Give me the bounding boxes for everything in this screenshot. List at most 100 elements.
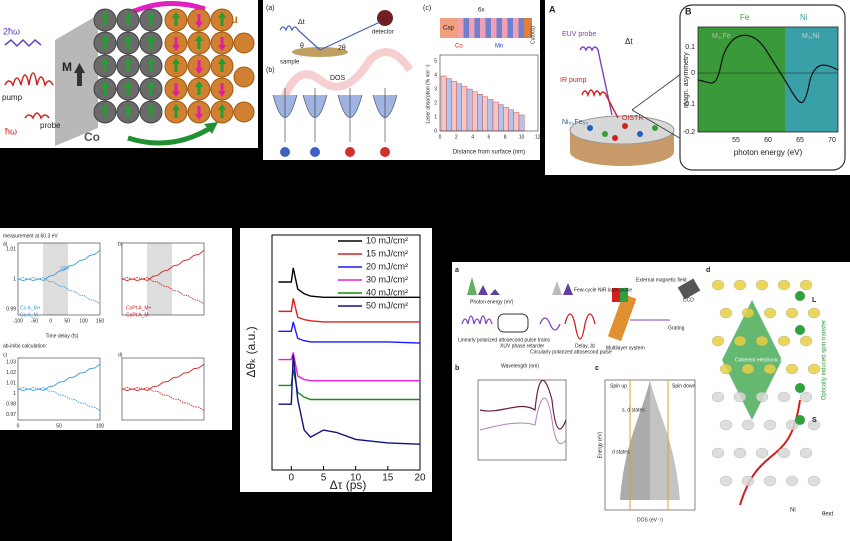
panel-spin-layers: 2ħω M pump ħω probe Co Cu bbox=[0, 0, 258, 148]
label: Optically induced spin transfer bbox=[822, 320, 828, 400]
series-line bbox=[278, 354, 421, 445]
atom bbox=[637, 131, 643, 137]
x-tick-label: 100 bbox=[79, 318, 88, 324]
spin-arrow bbox=[149, 64, 153, 72]
curve bbox=[479, 379, 567, 430]
curve bbox=[17, 363, 101, 391]
layer bbox=[474, 18, 480, 38]
spin-arrow bbox=[149, 87, 153, 95]
atom bbox=[777, 391, 791, 403]
layer bbox=[513, 18, 519, 38]
x-tick-label: 60 bbox=[764, 137, 772, 144]
y-tick-label: 1 bbox=[13, 276, 16, 282]
pump-beam bbox=[581, 89, 619, 119]
spin-atom bbox=[795, 415, 805, 425]
label: Co bbox=[84, 130, 100, 144]
x-tick-label: 6 bbox=[488, 134, 491, 140]
series-line bbox=[278, 321, 421, 344]
spin-arrow-head bbox=[195, 114, 203, 120]
label: Δt bbox=[625, 37, 633, 46]
label: a) bbox=[3, 241, 8, 247]
x-tick-label: 50 bbox=[64, 318, 70, 324]
layer bbox=[502, 18, 508, 38]
label: Co bbox=[455, 44, 463, 50]
atom bbox=[622, 123, 628, 129]
spin-arrow bbox=[197, 87, 201, 95]
label: Spin down bbox=[672, 383, 696, 389]
label: (a) bbox=[266, 5, 275, 12]
atom bbox=[602, 131, 608, 137]
spin-atom bbox=[795, 325, 805, 335]
label: s, d states bbox=[622, 407, 645, 413]
label: Ni bbox=[790, 508, 796, 514]
label: Mn bbox=[495, 44, 503, 50]
atom bbox=[719, 419, 733, 431]
layer bbox=[507, 18, 513, 38]
spin-arrow-head bbox=[124, 58, 132, 64]
atom bbox=[652, 125, 658, 131]
layer bbox=[458, 18, 464, 38]
absorption-bar bbox=[498, 104, 504, 132]
atom bbox=[799, 335, 813, 347]
atom bbox=[799, 279, 813, 291]
sample bbox=[607, 293, 637, 342]
panel-kerr-chart: Δτ (ps) Δθₖ (a.u.) 0 5 10 15 20 10 mJ/cm² 15 m… bbox=[240, 228, 432, 492]
y-tick-label: -0.2 bbox=[683, 129, 695, 136]
spin-arrow bbox=[103, 18, 107, 26]
legend: CoPt A_M+ bbox=[126, 305, 152, 311]
atom bbox=[763, 363, 777, 375]
atom bbox=[711, 279, 725, 291]
x-tick-label: -50 bbox=[31, 318, 38, 324]
label: DOS bbox=[330, 75, 346, 82]
legend-label: 40 mJ/cm² bbox=[366, 287, 408, 297]
atom bbox=[785, 363, 799, 375]
y-tick-label: 1.02 bbox=[6, 370, 16, 376]
label: detector bbox=[372, 30, 394, 36]
layer bbox=[480, 18, 486, 38]
axis-label: Wavelength (nm) bbox=[501, 363, 539, 369]
spin-arrow-head bbox=[172, 58, 180, 64]
m-arrow-head bbox=[74, 63, 85, 73]
y-tick-label: 0.1 bbox=[685, 44, 695, 51]
atom bbox=[733, 391, 747, 403]
spin-arrow-head bbox=[172, 104, 180, 110]
x-tick-label: 2 bbox=[455, 134, 458, 140]
label: b bbox=[455, 365, 459, 372]
label: Cap bbox=[443, 26, 455, 32]
label: CCD bbox=[683, 297, 694, 303]
atom bbox=[755, 335, 769, 347]
axis-label: Time delay (fs) bbox=[46, 333, 79, 339]
curve bbox=[479, 397, 567, 445]
magnet bbox=[612, 288, 620, 302]
spin-arrow-head bbox=[147, 104, 155, 110]
legend-label: 20 mJ/cm² bbox=[366, 261, 408, 271]
spin-arrow-head bbox=[218, 12, 226, 18]
spin-atom bbox=[795, 291, 805, 301]
panel-bg bbox=[263, 0, 420, 160]
legend: CoPt A_M- bbox=[126, 312, 151, 318]
spin-arrow bbox=[126, 64, 130, 72]
y-tick-label: 0.99 bbox=[6, 306, 16, 312]
x-tick-label: 15 bbox=[382, 473, 394, 484]
plot-frame bbox=[271, 234, 421, 471]
axis-label: Laser absorption (% nm⁻¹) bbox=[425, 64, 431, 123]
atom bbox=[711, 391, 725, 403]
x-tick-label: 0 bbox=[49, 318, 52, 324]
ni-region bbox=[785, 27, 838, 132]
panel-oistr: 0.1 0 -0.1 -0.2 55 60 65 70 A EUV probe Δt IR p… bbox=[545, 0, 850, 175]
y-tick-label: 0 bbox=[691, 70, 695, 77]
dos-sketch bbox=[272, 88, 398, 157]
x-tick-label: 150 bbox=[96, 318, 105, 324]
label: A bbox=[549, 4, 556, 14]
label: Photon energy (eV) bbox=[470, 299, 514, 305]
spin-arrow bbox=[149, 110, 153, 118]
beam bbox=[279, 25, 321, 51]
label: Ni₅₀Fe₅₀ bbox=[562, 119, 588, 126]
wavepacket bbox=[722, 300, 782, 420]
label: Grating bbox=[668, 325, 685, 331]
label: B bbox=[685, 6, 692, 16]
label: ħω bbox=[5, 126, 17, 136]
multilayer bbox=[440, 18, 532, 38]
absorption-bar bbox=[461, 86, 468, 132]
